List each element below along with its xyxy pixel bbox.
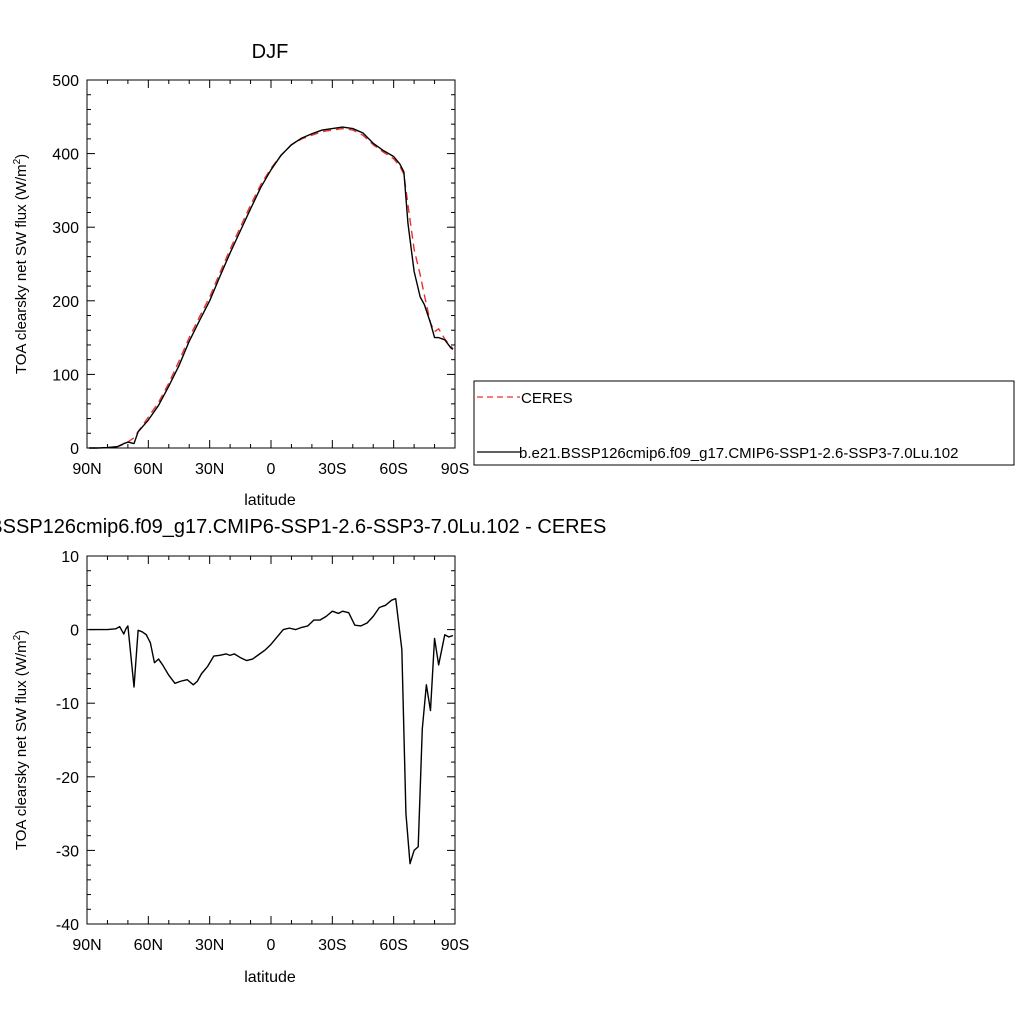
x-axis-label-top: latitude bbox=[244, 492, 296, 509]
series-line-top-1 bbox=[89, 126, 454, 449]
panel-djf: DJF 90N 60N 30N 0 30S 60S 90S0100200300400500 … bbox=[12, 41, 1015, 509]
legend-box bbox=[473, 380, 1015, 466]
y-tick-label: 0 bbox=[70, 441, 79, 458]
y-axis-label-top: TOA clearsky net SW flux (W/m2) bbox=[12, 154, 30, 374]
legend: CERES b.e21.BSSP126cmip6.f09_g17.CMIP6-S… bbox=[473, 380, 1015, 466]
series-line-bottom-0 bbox=[89, 597, 454, 865]
x-tick-label: 90S bbox=[441, 937, 469, 954]
chart-title-bottom: b.e21.BSSP126cmip6.f09_g17.CMIP6-SSP1-2.… bbox=[0, 516, 606, 538]
x-tick-label: 0 bbox=[267, 937, 276, 954]
y-tick-label: -30 bbox=[56, 843, 79, 860]
x-axis-label-bottom: latitude bbox=[244, 969, 296, 986]
y-tick-label: 500 bbox=[52, 73, 79, 90]
y-axis-label-bottom: TOA clearsky net SW flux (W/m2) bbox=[12, 630, 30, 850]
y-tick-label: 200 bbox=[52, 294, 79, 311]
x-tick-label: 90N bbox=[72, 937, 101, 954]
y-tick-label: 100 bbox=[52, 367, 79, 384]
plot-frame-top bbox=[86, 79, 456, 449]
panel-difference: b.e21.BSSP126cmip6.f09_g17.CMIP6-SSP1-2.… bbox=[0, 516, 606, 986]
x-tick-label: 0 bbox=[267, 461, 276, 478]
y-tick-label: -10 bbox=[56, 696, 79, 713]
x-tick-label: 90N bbox=[72, 461, 101, 478]
y-tick-label: 0 bbox=[70, 623, 79, 640]
ticks-bottom: 90N 60N 30N 0 30S 60S 90S -40 -30 -20 -10 0 10 bbox=[56, 549, 469, 954]
y-tick-label: -40 bbox=[56, 917, 79, 934]
y-tick-label: 300 bbox=[52, 220, 79, 237]
series-lines-bottom bbox=[89, 597, 454, 865]
x-tick-label: 60N bbox=[134, 937, 163, 954]
series-line-top-0 bbox=[89, 127, 454, 449]
chart-title-top: DJF bbox=[252, 41, 289, 63]
plot-frame-bottom bbox=[86, 555, 456, 925]
y-tick-label: -20 bbox=[56, 770, 79, 787]
legend-label-model: b.e21.BSSP126cmip6.f09_g17.CMIP6-SSP1-2.… bbox=[519, 445, 958, 462]
legend-label-ceres: CERES bbox=[521, 390, 573, 407]
x-tick-label: 60S bbox=[379, 461, 407, 478]
ticks-top: 90N 60N 30N 0 30S 60S 90S 0 100 200 300 400 500 bbox=[52, 73, 469, 478]
y-tick-label: 400 bbox=[52, 147, 79, 164]
y-tick-label: 10 bbox=[61, 549, 79, 566]
x-tick-label: 30S bbox=[318, 461, 346, 478]
x-tick-label: 30N bbox=[195, 937, 224, 954]
x-tick-label: 30S bbox=[318, 937, 346, 954]
x-tick-label: 60N bbox=[134, 461, 163, 478]
series-lines-top bbox=[89, 126, 454, 449]
x-tick-label: 30N bbox=[195, 461, 224, 478]
x-tick-label: 90S bbox=[441, 461, 469, 478]
x-tick-label: 60S bbox=[379, 937, 407, 954]
